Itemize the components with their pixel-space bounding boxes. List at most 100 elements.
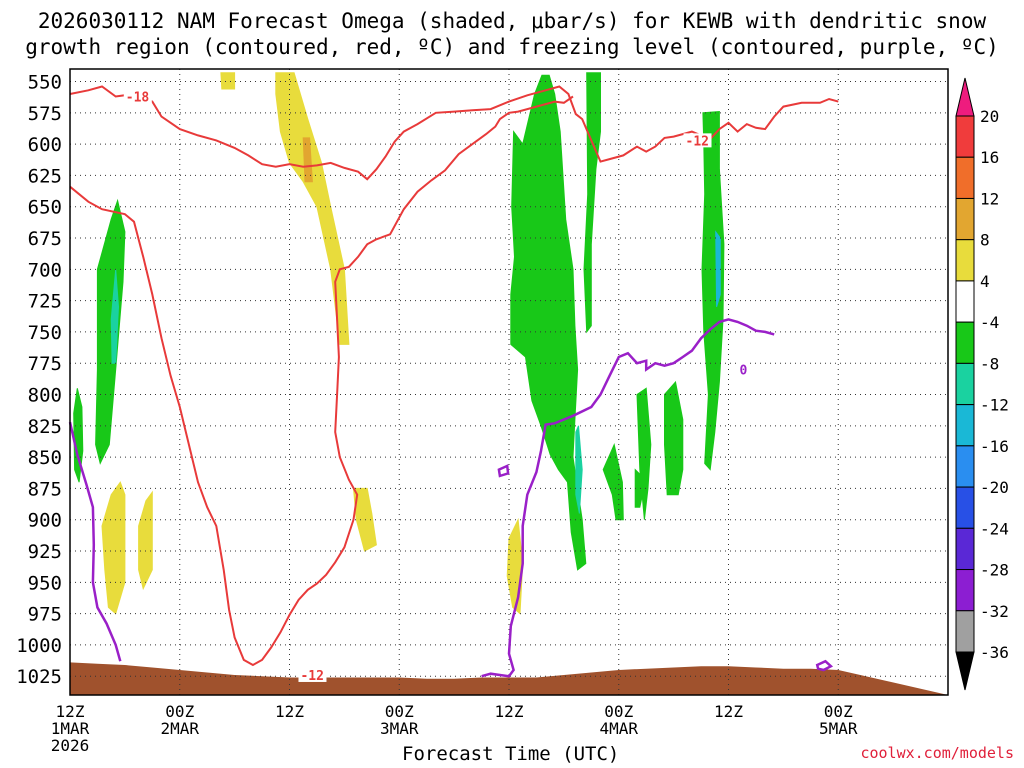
- omega-region-18: [715, 230, 721, 308]
- x-tick-label-48-0: 12Z: [495, 702, 524, 721]
- colorbar-segment-6: [955, 321, 975, 364]
- colorbar-label-0: 20: [980, 107, 999, 126]
- chart-title-line1: 2026030112 NAM Forecast Omega (shaded, μ…: [37, 9, 987, 33]
- terrain-layer: [70, 662, 948, 695]
- freezing-level-small-ring: [497, 464, 510, 478]
- credit-text: coolwx.com/models: [860, 744, 1014, 762]
- y-tick-label-850: 850: [28, 447, 62, 469]
- colorbar-segment-10: [955, 486, 975, 529]
- dgz-bottom-contour: [69, 95, 574, 667]
- y-tick-label-675: 675: [28, 228, 62, 250]
- colorbar-bottom-arrow: [955, 651, 975, 691]
- x-axis-label: Forecast Time (UTC): [402, 743, 620, 765]
- colorbar-label-6: -8: [980, 354, 999, 373]
- freezing-level-small-ring-2: [815, 659, 834, 672]
- x-tick-label-36-1: 3MAR: [380, 719, 419, 738]
- colorbar-segment-11: [955, 527, 975, 571]
- colorbar-label-1: 16: [980, 148, 999, 167]
- colorbar-label-10: -24: [980, 519, 1009, 538]
- y-tick-label-1000: 1000: [16, 635, 62, 657]
- colorbar-segment-12: [955, 569, 975, 612]
- x-tick-label-0-1: 1MAR: [51, 719, 90, 738]
- colorbar-segment-13: [955, 610, 975, 653]
- x-tick-label-0-0: 12Z: [56, 702, 85, 721]
- colorbar-segment-4: [955, 239, 975, 282]
- omega-region-13: [602, 442, 624, 521]
- y-tick-label-900: 900: [28, 510, 62, 532]
- contour-label-bg-1: [683, 133, 712, 148]
- contour-label-bg-0: [123, 89, 152, 104]
- y-tick-label-975: 975: [28, 604, 62, 626]
- colorbar-label-2: 12: [980, 189, 999, 208]
- y-tick-label-550: 550: [28, 72, 62, 94]
- omega-region-10: [510, 74, 587, 571]
- y-tick-label-775: 775: [28, 353, 62, 375]
- y-tick-label-950: 950: [28, 572, 62, 594]
- colorbar-label-12: -32: [980, 602, 1009, 621]
- colorbar-segment-9: [955, 445, 975, 488]
- omega-region-16: [701, 111, 725, 471]
- contour-layer: -18 -12 -12 0: [68, 85, 839, 684]
- colorbar-label-13: -36: [980, 643, 1009, 662]
- omega-region-8: [352, 487, 377, 552]
- omega-region-11: [583, 72, 601, 334]
- x-tick-label-72-0: 12Z: [714, 702, 743, 721]
- freezing-level-contour-east: [481, 318, 775, 678]
- colorbar-segment-8: [955, 404, 975, 447]
- y-tick-label-825: 825: [28, 416, 62, 438]
- x-tick-label-36-0: 00Z: [385, 702, 414, 721]
- chart-title-line2: growth region (contoured, red, ºC) and f…: [25, 35, 999, 59]
- colorbar-label-9: -20: [980, 478, 1009, 497]
- y-tick-label-1025: 1025: [16, 666, 62, 688]
- x-tick-label-12-1: 2MAR: [160, 719, 199, 738]
- colorbar-top-arrow: [955, 77, 975, 117]
- colorbar-segment-7: [955, 362, 975, 406]
- x-tick-label-84-1: 5MAR: [819, 719, 858, 738]
- y-tick-label-875: 875: [28, 478, 62, 500]
- contour-label-0: -18: [126, 91, 150, 106]
- colorbar-segment-3: [955, 197, 975, 241]
- x-tick-label-0-2: 2026: [51, 736, 90, 755]
- omega-region-17: [575, 425, 583, 514]
- contour-label-bg-2: [298, 667, 327, 682]
- colorbar-label-4: 4: [980, 272, 990, 291]
- omega-shading-layer: [73, 72, 725, 615]
- colorbar-label-8: -16: [980, 437, 1009, 456]
- colorbar: 20 16 12 8 4 -4 -8 -12 -16 -20 -24 -28 -32 -36: [955, 77, 1009, 691]
- colorbar-label-7: -12: [980, 396, 1009, 415]
- omega-region-3: [101, 481, 126, 615]
- axis-labels-layer: 550 575 600 625 650 675 700 725 750 775 800 825 850 8…: [16, 72, 858, 755]
- terrain-fill: [70, 662, 948, 695]
- dgz-top-contour: [69, 85, 839, 181]
- y-tick-label-800: 800: [28, 385, 62, 407]
- omega-region-15: [664, 380, 684, 496]
- omega-region-1: [73, 388, 84, 483]
- contour-label-bg-3: [737, 362, 750, 377]
- omega-region-14: [634, 468, 644, 508]
- colorbar-label-5: -4: [980, 313, 999, 332]
- y-tick-label-925: 925: [28, 541, 62, 563]
- omega-region-2: [110, 269, 120, 364]
- contour-label-3: 0: [739, 363, 747, 378]
- x-tick-label-12-0: 00Z: [165, 702, 194, 721]
- y-tick-label-600: 600: [28, 134, 62, 156]
- grid-layer: [70, 69, 948, 695]
- colorbar-segment-1: [955, 115, 975, 158]
- y-tick-label-650: 650: [28, 197, 62, 219]
- omega-region-4: [138, 490, 153, 591]
- omega-region-5: [220, 72, 236, 90]
- omega-region-9: [506, 517, 524, 615]
- y-tick-label-625: 625: [28, 165, 62, 187]
- y-tick-label-700: 700: [28, 259, 62, 281]
- y-tick-label-575: 575: [28, 103, 62, 125]
- contour-label-1: -12: [686, 134, 709, 149]
- x-tick-label-60-0: 00Z: [604, 702, 633, 721]
- freezing-level-contour-west: [68, 421, 122, 662]
- y-tick-label-725: 725: [28, 291, 62, 313]
- y-tick-label-750: 750: [28, 322, 62, 344]
- x-tick-label-60-1: 4MAR: [599, 719, 638, 738]
- colorbar-label-11: -28: [980, 561, 1009, 580]
- colorbar-segment-2: [955, 156, 975, 199]
- colorbar-segment-5: [955, 280, 975, 323]
